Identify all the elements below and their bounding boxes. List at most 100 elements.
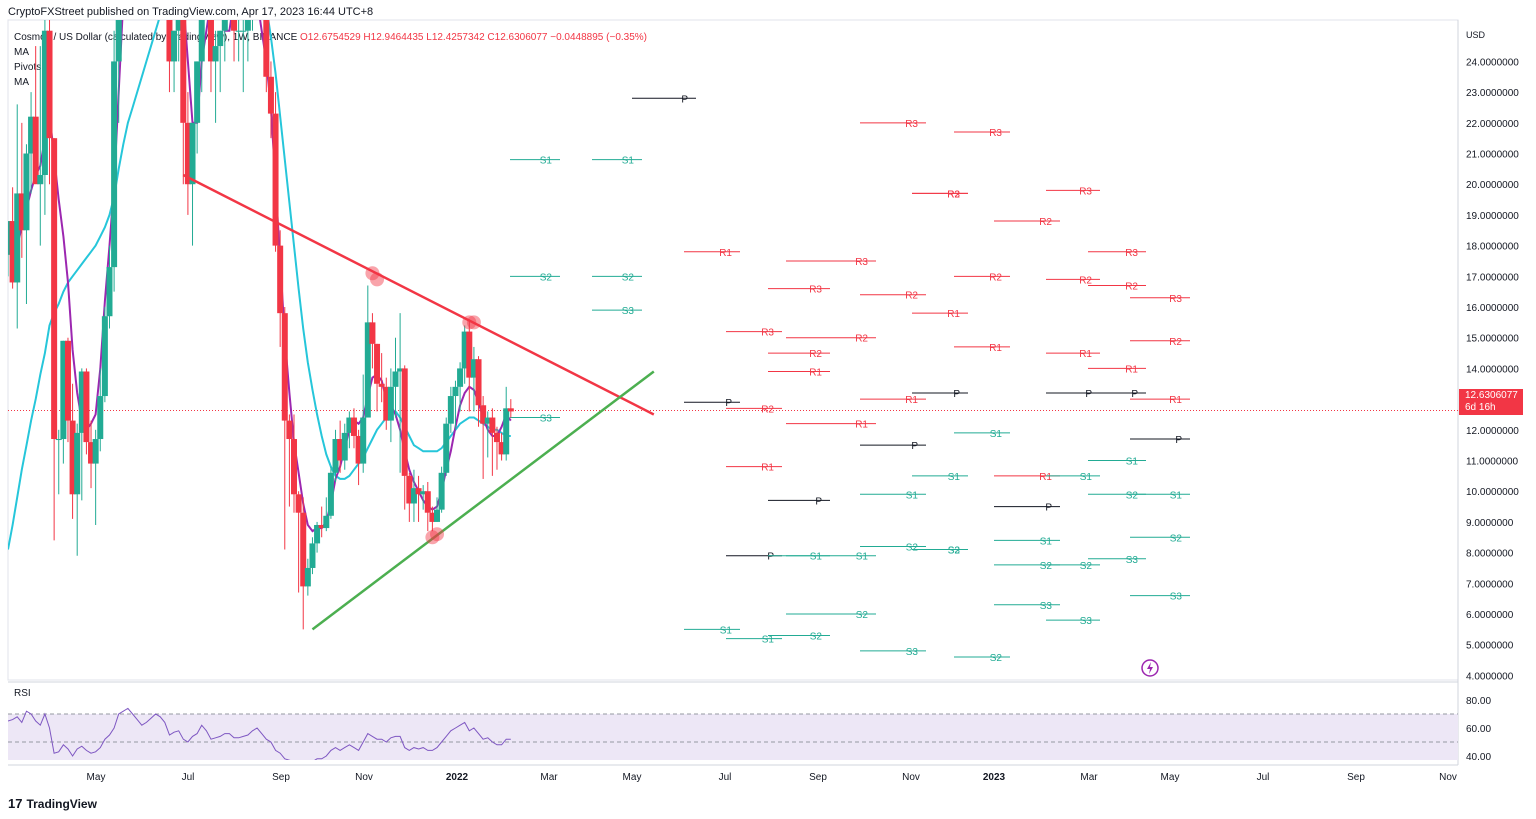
candle-body <box>18 193 25 231</box>
candle-body <box>341 432 348 461</box>
pivot-label-r3: R3 <box>1125 248 1138 259</box>
pivot-label-s1: S1 <box>1040 536 1053 547</box>
candle-body <box>457 368 464 387</box>
pivot-label-r2: R2 <box>989 272 1002 283</box>
pivot-label-p: P <box>1045 503 1052 514</box>
alert-icon[interactable] <box>1141 659 1159 677</box>
pivot-label-s2: S2 <box>948 546 961 557</box>
candle-body <box>424 491 431 513</box>
price-tick-label: 4.0000000 <box>1466 671 1514 682</box>
pivot-label-s2: S2 <box>540 272 553 283</box>
time-tick-label: Jul <box>719 772 732 783</box>
time-tick-label: Jul <box>1257 772 1270 783</box>
ohlc-values: O12.6754529 H12.9464435 L12.4257342 C12.… <box>300 32 647 43</box>
pivot-label-p: P <box>767 552 774 563</box>
price-tick-label: 5.0000000 <box>1466 641 1514 652</box>
candle-body <box>51 138 58 440</box>
time-tick-label: May <box>1161 772 1180 783</box>
rsi-line <box>8 707 511 760</box>
chart-legend: Cosmos / US Dollar (calculated by Tradin… <box>14 30 647 90</box>
brand-footer[interactable]: 17 TradingView <box>8 796 97 811</box>
candle-body <box>184 122 191 185</box>
pivot-label-r3: R3 <box>809 285 822 296</box>
candle-body <box>69 420 76 495</box>
pivot-label-s2: S2 <box>1170 533 1183 544</box>
pivot-label-r3: R3 <box>855 257 868 268</box>
candle-body <box>9 221 16 283</box>
indicator-ma-1[interactable]: MA <box>14 47 29 58</box>
symbol-name[interactable]: Cosmos / US Dollar (calculated by Tradin… <box>14 32 298 43</box>
candle-body <box>263 20 270 77</box>
pivot-label-r3: R3 <box>905 119 918 130</box>
candle-body <box>493 432 500 443</box>
candle-body <box>97 396 104 440</box>
indicator-pivots[interactable]: Pivots <box>14 62 42 73</box>
candle-body <box>295 494 302 513</box>
pivot-label-r2: R2 <box>905 291 918 302</box>
indicator-ma-2[interactable]: MA <box>14 77 29 88</box>
time-tick-label: Mar <box>1080 772 1098 783</box>
candle-body <box>106 267 113 317</box>
pivot-label-p: P <box>681 94 688 105</box>
candle-body <box>277 245 284 314</box>
candle-body <box>443 423 450 473</box>
time-tick-label: Sep <box>272 772 290 783</box>
time-tick-label: May <box>623 772 642 783</box>
pivot-label-r1: R1 <box>989 343 1002 354</box>
candle-body <box>410 488 417 504</box>
pivot-label-s1: S1 <box>622 156 635 167</box>
pivot-label-r2: R2 <box>947 189 960 200</box>
time-tick-label: Jul <box>182 772 195 783</box>
time-tick-label: Sep <box>809 772 827 783</box>
time-tick-label: May <box>87 772 106 783</box>
candle-body <box>304 567 311 587</box>
pivot-label-s3: S3 <box>540 414 553 425</box>
pivot-label-r1: R1 <box>905 395 918 406</box>
candle-body <box>180 20 187 123</box>
rsi-label: RSI <box>14 688 31 699</box>
pivot-label-s2: S2 <box>1126 490 1139 501</box>
candle-body <box>171 30 178 62</box>
lightning-icon <box>1147 662 1153 674</box>
tradingview-logo-icon: 17 <box>8 796 23 811</box>
candle-body <box>198 20 205 62</box>
rsi-plot <box>8 707 1458 760</box>
candle-body <box>475 359 482 406</box>
pivot-label-r1: R1 <box>855 420 868 431</box>
time-tick-label: 2023 <box>983 772 1006 783</box>
rsi-tick-label: 80.00 <box>1466 696 1491 707</box>
candle-body <box>115 20 122 62</box>
pivot-label-s3: S3 <box>1170 592 1183 603</box>
pivot-label-s3: S3 <box>810 690 823 701</box>
candle-body <box>46 30 53 139</box>
pivot-label-s1: S1 <box>948 472 961 483</box>
time-tick-label: Nov <box>1439 772 1457 783</box>
pivot-label-r2: R2 <box>809 349 822 360</box>
candle-body <box>286 420 293 440</box>
candle-body <box>369 322 376 344</box>
candle-body <box>78 371 85 433</box>
candle-body <box>300 512 307 587</box>
pivot-label-r1: R1 <box>947 309 960 320</box>
candle-body <box>207 20 214 62</box>
candle-body <box>212 46 219 62</box>
pivot-label-r3: R3 <box>947 189 960 200</box>
candle-body <box>291 439 298 495</box>
candle-body <box>74 432 81 495</box>
trendline-touch-marker <box>370 272 385 287</box>
candle-body <box>434 509 441 522</box>
pivot-label-p: P <box>953 389 960 400</box>
candle-body <box>64 340 71 421</box>
pivot-label-r3: R3 <box>1169 294 1182 305</box>
candle-body <box>332 439 339 473</box>
candle-body <box>41 30 48 176</box>
pivot-label-s1: S1 <box>1080 472 1093 483</box>
candle-body <box>272 113 279 246</box>
candle-body <box>355 435 362 464</box>
pivot-label-s1: S1 <box>906 490 919 501</box>
ma-slow-line <box>8 20 511 550</box>
currency-label: USD <box>1466 30 1486 40</box>
candle-body <box>420 491 427 495</box>
price-tick-label: 24.0000000 <box>1466 57 1519 68</box>
